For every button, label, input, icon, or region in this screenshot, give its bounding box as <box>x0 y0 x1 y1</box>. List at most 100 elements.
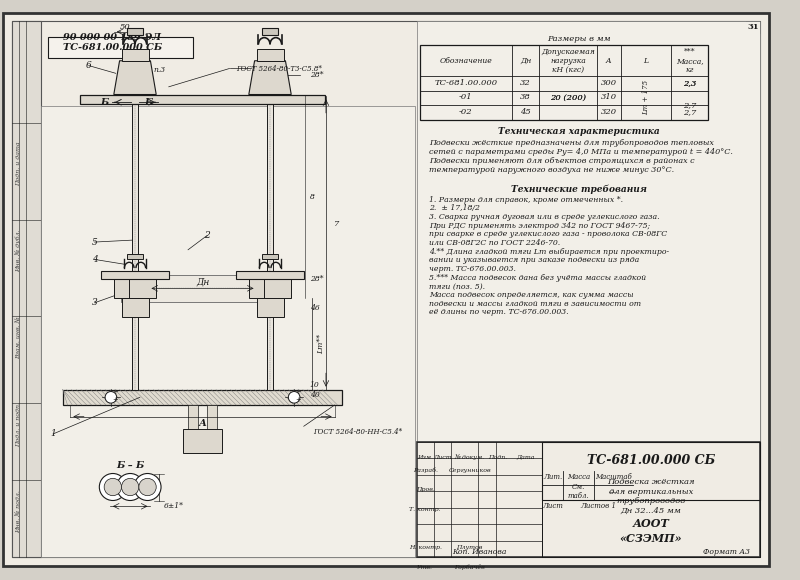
Text: Масса: Масса <box>567 473 590 481</box>
Text: Разраб.: Разраб. <box>413 468 438 473</box>
Text: Lт**: Lт** <box>318 334 326 354</box>
Text: температурой наружного воздуха не ниже минус 30°С.: температурой наружного воздуха не ниже м… <box>429 166 674 174</box>
Text: А: А <box>198 419 206 428</box>
Text: 90 000 00 189-ЭЛ: 90 000 00 189-ЭЛ <box>62 33 161 42</box>
Text: 4.** Длина гладкой тяги Lт выбирается при проектиро-: 4.** Длина гладкой тяги Lт выбирается пр… <box>429 248 670 256</box>
Text: сетей с параметрами среды Ру= 4,0 МПа и температурой t = 440°С.: сетей с параметрами среды Ру= 4,0 МПа и … <box>429 148 733 156</box>
Text: -01: -01 <box>459 93 473 101</box>
Bar <box>249 279 276 298</box>
Text: Горбачёв: Горбачёв <box>454 564 485 570</box>
Text: 2,3: 2,3 <box>683 79 696 87</box>
Text: тяги (поз. 5).: тяги (поз. 5). <box>429 282 486 291</box>
Bar <box>264 279 291 298</box>
Text: Лит.: Лит. <box>543 473 562 481</box>
Circle shape <box>122 478 139 496</box>
Bar <box>542 499 760 557</box>
Text: ГОСТ 5264-80-ТЗ-С5.8*: ГОСТ 5264-80-ТЗ-С5.8* <box>236 66 322 74</box>
Bar <box>127 28 142 35</box>
Circle shape <box>134 473 161 501</box>
Bar <box>262 28 278 35</box>
Text: её длины по черт. ТС-676.00.003.: её длины по черт. ТС-676.00.003. <box>429 309 569 317</box>
Bar <box>417 442 760 557</box>
Text: Изм.: Изм. <box>418 455 434 459</box>
Bar <box>257 298 283 317</box>
Text: Размеры в мм: Размеры в мм <box>546 35 610 42</box>
Text: № докум.: № докум. <box>454 454 485 460</box>
Text: Допускаемая
нагрузка
кН (кгс): Допускаемая нагрузка кН (кгс) <box>541 48 595 74</box>
Text: +: + <box>112 396 118 404</box>
Text: A: A <box>606 57 611 65</box>
Text: ГОСТ 5264-80-НН-С5.4*: ГОСТ 5264-80-НН-С5.4* <box>314 428 402 436</box>
Bar <box>421 45 708 119</box>
Text: Лист: Лист <box>434 455 452 459</box>
Text: Дн 32...45 мм: Дн 32...45 мм <box>621 507 682 515</box>
Text: Утв.: Утв. <box>418 564 434 570</box>
Text: 2: 2 <box>205 231 210 240</box>
Text: —: — <box>609 488 618 496</box>
Text: 32: 32 <box>520 79 531 87</box>
Text: ТС-681.00.000 СБ: ТС-681.00.000 СБ <box>62 43 162 52</box>
Text: 10: 10 <box>310 381 319 389</box>
Text: 2,3: 2,3 <box>683 79 696 87</box>
Bar <box>257 49 283 61</box>
Text: L: L <box>643 57 649 65</box>
Text: 6: 6 <box>86 61 91 70</box>
Text: 1: 1 <box>50 429 56 438</box>
Text: «СЗЭМП»: «СЗЭМП» <box>620 532 682 543</box>
Text: 2,7: 2,7 <box>683 108 696 116</box>
Circle shape <box>105 392 117 403</box>
Bar <box>188 405 198 434</box>
Text: АООТ: АООТ <box>633 518 670 529</box>
Text: Подвески применяют для объектов строящихся в районах с: Подвески применяют для объектов строящих… <box>429 157 694 165</box>
Text: +: + <box>295 389 301 397</box>
Text: 20 (200): 20 (200) <box>550 93 586 101</box>
Circle shape <box>139 478 156 496</box>
Text: 28*: 28* <box>310 275 323 282</box>
Text: 8: 8 <box>310 193 314 201</box>
Text: вании и указывается при заказе подвески из ряда: вании и указывается при заказе подвески … <box>429 256 639 264</box>
Bar <box>542 442 760 499</box>
Bar <box>11 21 41 557</box>
Text: 4: 4 <box>92 255 98 264</box>
Text: 40: 40 <box>310 392 319 400</box>
Circle shape <box>288 392 300 403</box>
Bar <box>262 253 278 259</box>
Bar <box>121 275 285 302</box>
Text: Масштаб: Масштаб <box>595 473 632 481</box>
Text: Подвески жёсткие предназначены для трубопроводов тепловых: Подвески жёсткие предназначены для трубо… <box>429 139 714 147</box>
Text: Подл. и подп.: Подл. и подп. <box>16 402 21 447</box>
Polygon shape <box>249 61 291 95</box>
Text: Инв. № подл.: Инв. № подл. <box>16 490 21 532</box>
Bar <box>417 21 760 557</box>
Text: Техническая характеристика: Техническая характеристика <box>498 126 659 136</box>
Text: 2.  ± 17,18/2: 2. ± 17,18/2 <box>429 204 480 212</box>
Text: Подвеска жёсткая: Подвеска жёсткая <box>607 478 694 486</box>
Text: 7: 7 <box>334 220 339 228</box>
Bar <box>127 253 142 259</box>
Bar <box>132 96 138 390</box>
Bar <box>130 279 156 298</box>
Text: См.
табл.: См. табл. <box>568 483 590 501</box>
Text: 2,7: 2,7 <box>683 101 696 109</box>
Text: 5.*** Масса подвесок дана без учёта массы гладкой: 5.*** Масса подвесок дана без учёта масс… <box>429 274 646 282</box>
Bar <box>114 279 141 298</box>
Text: Дн: Дн <box>196 277 209 286</box>
Text: Lт + 175: Lт + 175 <box>642 80 650 115</box>
Text: Б: Б <box>100 98 108 107</box>
Text: 50: 50 <box>120 23 130 31</box>
Text: 3: 3 <box>92 298 98 307</box>
Text: Подп. и дата: Подп. и дата <box>16 142 21 186</box>
Text: Коп. Иванова: Коп. Иванова <box>452 548 506 556</box>
Text: для вертикальных: для вертикальных <box>609 488 693 496</box>
Bar <box>62 390 342 405</box>
Text: Обозначение: Обозначение <box>439 57 492 65</box>
Text: при сварке в среде углекислого газа - проволока СВ-08ГС: при сварке в среде углекислого газа - пр… <box>429 230 667 238</box>
Text: Листов 1: Листов 1 <box>580 502 616 510</box>
Text: 38: 38 <box>520 93 531 101</box>
Text: ***
Масса,
кг: *** Масса, кг <box>676 48 703 74</box>
Circle shape <box>104 478 122 496</box>
Polygon shape <box>114 61 156 95</box>
Text: 300: 300 <box>601 79 617 87</box>
Text: При РДС применять электрод 342 по ГОСТ 9467-75;: При РДС применять электрод 342 по ГОСТ 9… <box>429 222 650 230</box>
Text: 3. Сварка ручная дуговая или в среде углекислого газа.: 3. Сварка ручная дуговая или в среде угл… <box>429 213 660 221</box>
